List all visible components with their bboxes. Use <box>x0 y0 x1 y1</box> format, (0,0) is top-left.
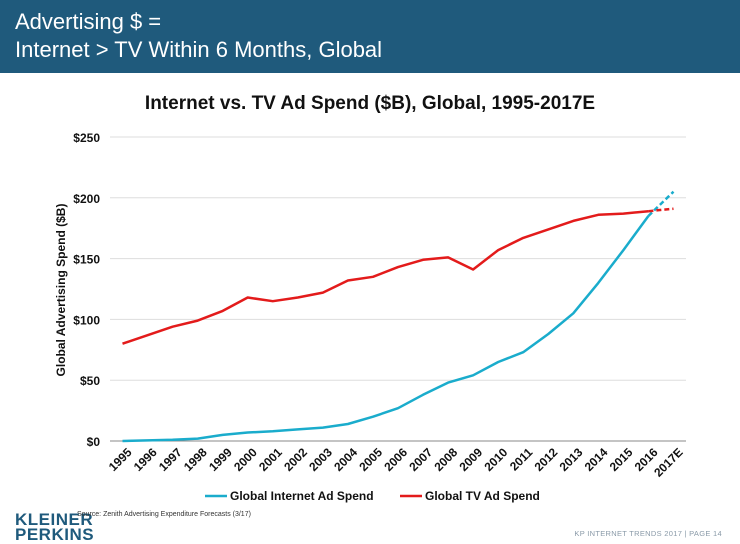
x-tick-label: 2010 <box>482 445 511 474</box>
x-tick-label: 2002 <box>281 445 310 474</box>
x-tick-label: 2012 <box>532 445 561 474</box>
y-tick-label: $150 <box>73 253 100 267</box>
x-tick-label: 2001 <box>256 445 285 474</box>
legend-label-0: Global Internet Ad Spend <box>230 489 374 503</box>
series-estimate-line-1 <box>648 207 674 213</box>
x-tick-label: 2009 <box>456 445 485 474</box>
header-bar: Advertising $ = Internet > TV Within 6 M… <box>0 0 740 73</box>
series-estimate-line-0 <box>647 190 675 217</box>
logo-line2: PERKINS <box>15 525 95 544</box>
x-tick-label: 2014 <box>582 445 611 474</box>
header-title-line2: Internet > TV Within 6 Months, Global <box>15 37 383 62</box>
x-tick-label: 1998 <box>181 445 210 474</box>
logo-line1: KLEINER <box>15 510 94 529</box>
y-tick-label: $100 <box>73 313 100 327</box>
y-tick-label: $200 <box>73 192 100 206</box>
series-line-0 <box>122 215 650 443</box>
kleiner-perkins-logo: KLEINER PERKINS <box>15 510 95 544</box>
y-tick-label: $50 <box>80 374 100 388</box>
x-tick-label: 2003 <box>306 445 335 474</box>
x-tick-label: 2011 <box>507 445 536 474</box>
x-tick-label: 2015 <box>607 445 636 474</box>
x-tick-label: 2000 <box>231 445 260 474</box>
y-tick-label: $250 <box>73 131 100 145</box>
legend-label-1: Global TV Ad Spend <box>425 489 540 503</box>
y-axis-title: Global Advertising Spend ($B) <box>54 204 68 377</box>
source-note: Source: Zenith Advertising Expenditure F… <box>77 511 251 518</box>
x-tick-label: 1995 <box>106 445 135 474</box>
x-tick-label: 1997 <box>156 445 185 474</box>
y-tick-label: $0 <box>87 435 101 449</box>
x-tick-label: 2007 <box>406 445 435 474</box>
series-line-1 <box>122 209 649 345</box>
page-footer: KP INTERNET TRENDS 2017 | PAGE 14 <box>574 529 722 538</box>
x-tick-label: 2004 <box>331 445 360 474</box>
x-tick-label: 1999 <box>206 445 235 474</box>
x-tick-label: 1996 <box>131 445 160 474</box>
chart-title: Internet vs. TV Ad Spend ($B), Global, 1… <box>144 93 596 114</box>
header-title-line1: Advertising $ = <box>15 9 162 34</box>
x-tick-label: 2006 <box>381 445 410 474</box>
x-tick-label: 2017E <box>651 445 685 479</box>
x-tick-label: 2008 <box>431 445 460 474</box>
x-tick-label: 2005 <box>356 445 385 474</box>
x-tick-label: 2013 <box>557 445 586 474</box>
